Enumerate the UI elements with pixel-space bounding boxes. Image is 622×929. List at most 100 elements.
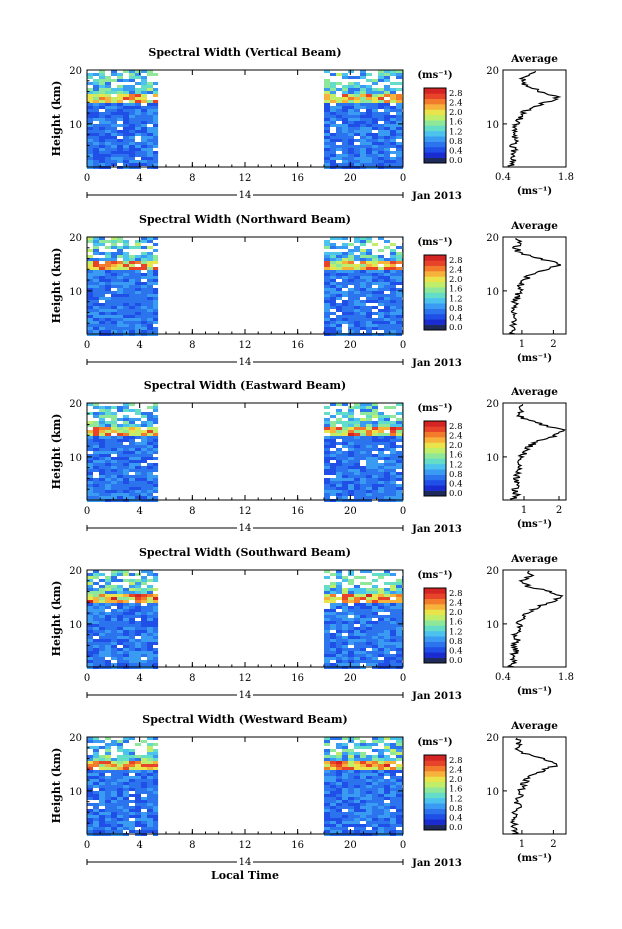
heatmap-cell bbox=[354, 642, 360, 645]
heatmap-cell bbox=[396, 630, 402, 633]
heatmap-cell bbox=[147, 282, 153, 285]
heatmap-cell bbox=[129, 794, 135, 797]
heatmap-cell bbox=[105, 630, 111, 633]
colorbar-swatch bbox=[424, 598, 446, 605]
heatmap-cell bbox=[141, 273, 147, 276]
heatmap-cell bbox=[366, 121, 372, 124]
heatmap-cell bbox=[348, 740, 354, 743]
heatmap-cell bbox=[342, 490, 348, 493]
heatmap-cell bbox=[111, 627, 117, 630]
heatmap-cell bbox=[330, 776, 336, 779]
heatmap-cell bbox=[378, 830, 384, 833]
heatmap-cell bbox=[141, 424, 147, 427]
heatmap-cell bbox=[135, 773, 141, 776]
heatmap-cell bbox=[384, 246, 390, 249]
heatmap-cell bbox=[153, 761, 159, 764]
heatmap-cell bbox=[354, 830, 360, 833]
heatmap-cell bbox=[117, 773, 123, 776]
heatmap-cell bbox=[372, 767, 378, 770]
heatmap-cell bbox=[372, 297, 378, 300]
heatmap-cell bbox=[111, 770, 117, 773]
heatmap-cell bbox=[336, 136, 342, 139]
heatmap-cell bbox=[123, 288, 129, 291]
heatmap-cell bbox=[123, 112, 129, 115]
heatmap-cell bbox=[105, 660, 111, 663]
heatmap-cell bbox=[117, 490, 123, 493]
heatmap-cell bbox=[153, 409, 159, 412]
heatmap-cell bbox=[123, 627, 129, 630]
heatmap-cell bbox=[99, 490, 105, 493]
heatmap-cell bbox=[390, 797, 396, 800]
heatmap-cell bbox=[336, 427, 342, 430]
heatmap-cell bbox=[129, 737, 135, 740]
heatmap-cell bbox=[324, 460, 330, 463]
heatmap-cell bbox=[372, 761, 378, 764]
heatmap-cell bbox=[153, 576, 159, 579]
heatmap-cell bbox=[324, 594, 330, 597]
heatmap-cell bbox=[135, 258, 141, 261]
heatmap-cell bbox=[141, 800, 147, 803]
heatmap-cell bbox=[372, 791, 378, 794]
heatmap-cell bbox=[342, 306, 348, 309]
heatmap-cell bbox=[366, 321, 372, 324]
heatmap-cell bbox=[141, 421, 147, 424]
heatmap-cell bbox=[123, 106, 129, 109]
heatmap-cell bbox=[324, 806, 330, 809]
y-tick-label: 20 bbox=[69, 399, 82, 410]
heatmap-cell bbox=[372, 460, 378, 463]
heatmap-cell bbox=[111, 782, 117, 785]
heatmap-cell bbox=[147, 487, 153, 490]
heatmap-cell bbox=[93, 827, 99, 830]
heatmap-cell bbox=[378, 821, 384, 824]
heatmap-cell bbox=[99, 657, 105, 660]
heatmap-cell bbox=[324, 770, 330, 773]
heatmap-cell bbox=[330, 439, 336, 442]
heatmap-cell bbox=[342, 812, 348, 815]
heatmap-cell bbox=[330, 785, 336, 788]
heatmap-cell bbox=[366, 154, 372, 157]
heatmap-cell bbox=[324, 436, 330, 439]
heatmap-cell bbox=[384, 112, 390, 115]
heatmap-cell bbox=[384, 815, 390, 818]
heatmap-cell bbox=[111, 300, 117, 303]
heatmap-cell bbox=[123, 258, 129, 261]
heatmap-cell bbox=[129, 118, 135, 121]
chart-panel-3: Spectral Width (Southward Beam)2010Heigh… bbox=[50, 546, 574, 702]
heatmap-cell bbox=[384, 103, 390, 106]
heatmap-cell bbox=[390, 276, 396, 279]
heatmap-cell bbox=[348, 163, 354, 166]
heatmap-cell bbox=[372, 627, 378, 630]
heatmap-cell bbox=[324, 570, 330, 573]
heatmap-cell bbox=[147, 309, 153, 312]
heatmap-cell bbox=[141, 258, 147, 261]
heatmap-cell bbox=[111, 639, 117, 642]
heatmap-cell bbox=[378, 770, 384, 773]
heatmap-cell bbox=[147, 412, 153, 415]
heatmap-cell bbox=[147, 237, 153, 240]
heatmap-cell bbox=[123, 785, 129, 788]
heatmap-cell bbox=[342, 493, 348, 496]
heatmap-cell bbox=[390, 591, 396, 594]
heatmap-cell bbox=[135, 297, 141, 300]
heatmap-cell bbox=[390, 788, 396, 791]
heatmap-cell bbox=[348, 493, 354, 496]
heatmap-cell bbox=[111, 496, 117, 499]
heatmap-cell bbox=[390, 324, 396, 327]
heatmap-cell bbox=[111, 315, 117, 318]
heatmap-cell bbox=[348, 752, 354, 755]
heatmap-cell bbox=[354, 315, 360, 318]
heatmap-cell bbox=[396, 579, 402, 582]
heatmap-cell bbox=[129, 145, 135, 148]
heatmap-cell bbox=[117, 749, 123, 752]
heatmap-cell bbox=[99, 603, 105, 606]
heatmap-cell bbox=[87, 115, 93, 118]
heatmap-cell bbox=[390, 294, 396, 297]
heatmap-cell bbox=[123, 490, 129, 493]
heatmap-cell bbox=[147, 121, 153, 124]
heatmap-cell bbox=[105, 788, 111, 791]
heatmap-cell bbox=[384, 264, 390, 267]
heatmap-cell bbox=[360, 657, 366, 660]
heatmap-cell bbox=[396, 824, 402, 827]
heatmap-cell bbox=[366, 493, 372, 496]
heatmap-cell bbox=[123, 609, 129, 612]
